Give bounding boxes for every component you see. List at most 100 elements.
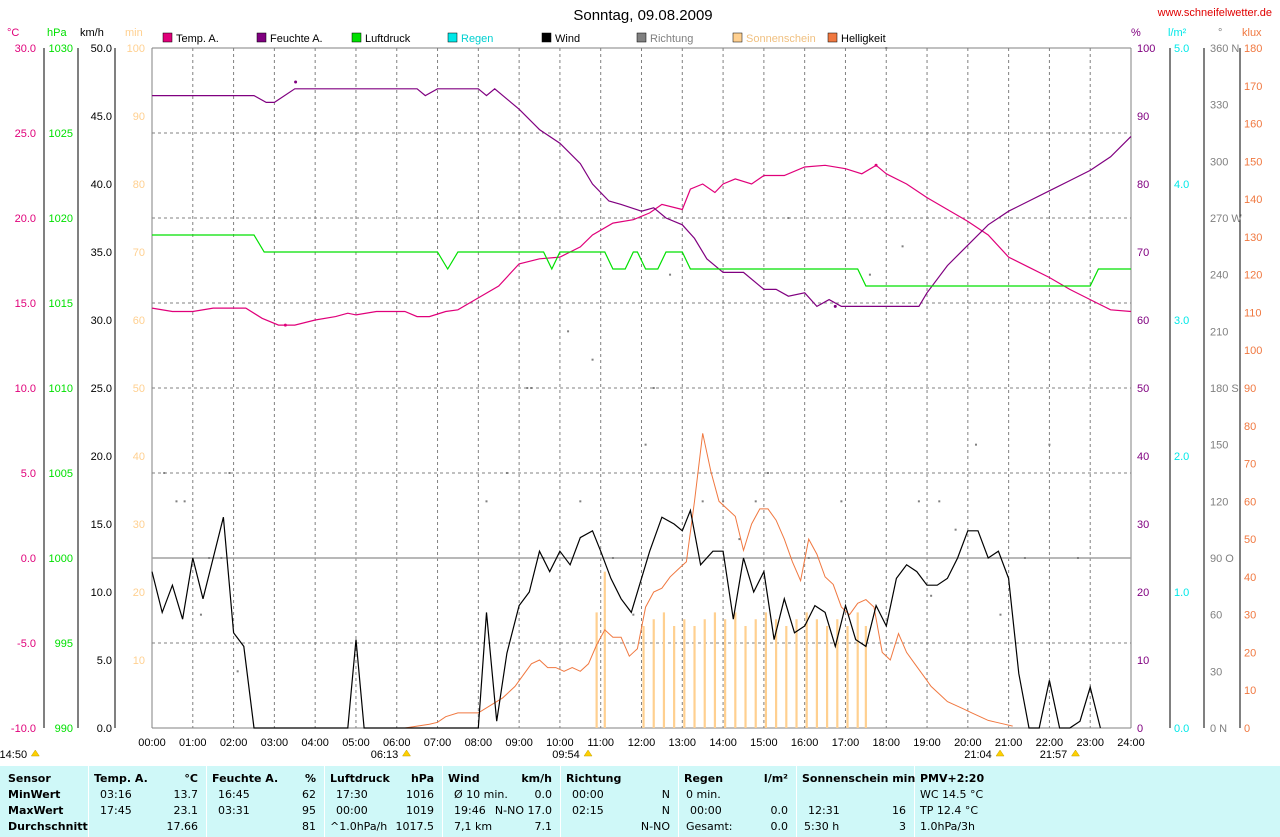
- x-tick-label: 01:00: [179, 737, 207, 749]
- separator: [324, 766, 325, 837]
- direction-point: [199, 613, 202, 616]
- direction-point: [505, 472, 508, 474]
- x-tick-label: 06:00: [383, 737, 411, 749]
- x-tick-label: 12:00: [628, 737, 656, 749]
- direction-point: [974, 443, 977, 446]
- weather-chart: Sonntag, 09.08.2009 www.schneifelwetter.…: [0, 7, 1272, 761]
- tick-label-humidity: 100: [1137, 43, 1155, 55]
- tick-label-direction: 0 N: [1210, 723, 1227, 735]
- direction-point: [208, 557, 211, 559]
- stats-hum-time: 16:45: [218, 788, 250, 801]
- tick-label-temp: 5.0: [21, 468, 36, 480]
- tick-label-direction: 240: [1210, 270, 1228, 282]
- separator: [442, 766, 443, 837]
- tick-label-direction: 60: [1210, 610, 1222, 622]
- bottom-labels: 14:50 06:13 09:54 21:04 21:57: [0, 749, 1080, 761]
- direction-point: [652, 387, 655, 389]
- x-tick-label: 22:00: [1036, 737, 1064, 749]
- stats-sun-value: 3: [899, 820, 906, 833]
- stats-wind-time: 19:46: [454, 804, 486, 817]
- tick-label-wind: 50.0: [91, 43, 112, 55]
- x-tick-label: 04:00: [301, 737, 329, 749]
- tick-label-humidity: 80: [1137, 179, 1149, 191]
- legend-label: Richtung: [650, 33, 693, 45]
- direction-point: [591, 358, 594, 361]
- direction-point: [754, 500, 757, 503]
- x-tick-label: 02:00: [220, 737, 248, 749]
- sun-marker-icon: [583, 749, 593, 757]
- min-max-marker: [294, 80, 298, 84]
- tick-label-brightness: 180: [1244, 43, 1262, 55]
- legend-swatch: [732, 32, 743, 43]
- stats-rain-value: 0.0: [770, 820, 789, 833]
- tick-label-temp: 15.0: [15, 298, 36, 310]
- tick-label-brightness: 0: [1244, 723, 1250, 735]
- tick-label-rain: 1.0: [1174, 587, 1189, 599]
- tick-label-brightness: 160: [1244, 119, 1262, 131]
- x-tick-label: 10:00: [546, 737, 574, 749]
- tick-label-brightness: 170: [1244, 81, 1262, 93]
- tick-label-pressure: 1010: [49, 383, 73, 395]
- tick-label-sunshine: 90: [133, 111, 145, 123]
- bottom-time-label: 21:57: [1040, 749, 1068, 761]
- x-tick-label: 19:00: [913, 737, 941, 749]
- tick-label-humidity: 60: [1137, 315, 1149, 327]
- x-tick-label: 16:00: [791, 737, 819, 749]
- direction-point: [542, 557, 545, 559]
- direction-point: [669, 273, 672, 276]
- tick-label-wind: 25.0: [91, 383, 112, 395]
- site-link[interactable]: www.schneifelwetter.de: [1157, 7, 1272, 19]
- tick-label-pressure: 1020: [49, 213, 73, 225]
- tick-label-sunshine: 10: [133, 655, 145, 667]
- tick-label-temp: -10.0: [11, 723, 36, 735]
- stats-dir-value: N-NO: [640, 820, 670, 833]
- tick-label-sunshine: 20: [133, 587, 145, 599]
- direction-point: [1048, 443, 1051, 446]
- legend-swatch: [162, 32, 173, 43]
- tick-label-direction: 180 S: [1210, 383, 1239, 395]
- x-tick-label: 21:00: [995, 737, 1023, 749]
- axis-unit: l/m²: [1168, 27, 1187, 39]
- legend-label: Regen: [461, 33, 493, 45]
- stats-sun-value: 16: [892, 804, 906, 817]
- stats-dir-time: 00:00: [572, 788, 604, 801]
- stats-temp-time: 17:45: [100, 804, 132, 817]
- tick-label-brightness: 80: [1244, 421, 1256, 433]
- direction-point: [530, 387, 533, 389]
- tick-label-sunshine: 70: [133, 247, 145, 259]
- tick-label-direction: 30: [1210, 666, 1222, 678]
- tick-label-temp: 10.0: [15, 383, 36, 395]
- stats-hum-time: 03:31: [218, 804, 250, 817]
- tick-label-brightness: 50: [1244, 534, 1256, 546]
- tick-label-sunshine: 80: [133, 179, 145, 191]
- stats-temp-value: 17.66: [166, 820, 199, 833]
- tick-label-pressure: 1000: [49, 553, 73, 565]
- right-axes: 10090807060504030201005.04.03.02.01.00.0…: [1137, 43, 1262, 735]
- tick-label-sunshine: 100: [127, 43, 145, 55]
- direction-point: [787, 217, 790, 219]
- tick-label-wind: 5.0: [97, 655, 112, 667]
- stats-hum-value: 62: [302, 788, 316, 801]
- direction-point: [840, 500, 843, 503]
- x-tick-label: 14:00: [709, 737, 737, 749]
- stats-header-direction: Richtung: [566, 772, 622, 785]
- tick-label-brightness: 20: [1244, 647, 1256, 659]
- stats-press-value: 1017.5: [395, 820, 435, 833]
- direction-point: [868, 273, 871, 276]
- stats-press-time: 00:00: [336, 804, 368, 817]
- legend-swatch: [256, 32, 267, 43]
- tick-label-brightness: 120: [1244, 270, 1262, 282]
- tick-label-brightness: 30: [1244, 610, 1256, 622]
- legend-label: Feuchte A.: [270, 33, 323, 45]
- plot-area: [151, 47, 1132, 729]
- tick-label-wind: 45.0: [91, 111, 112, 123]
- legend: Temp. A. Feuchte A. Luftdruck Regen Wind Rich…: [162, 32, 886, 45]
- tick-label-pressure: 990: [55, 723, 73, 735]
- tick-label-wind: 0.0: [97, 723, 112, 735]
- separator: [678, 766, 679, 837]
- tick-label-temp: 0.0: [21, 553, 36, 565]
- legend-swatch: [541, 32, 552, 43]
- stats-row-label: MaxWert: [8, 804, 64, 817]
- bottom-time-label: 06:13: [371, 749, 399, 761]
